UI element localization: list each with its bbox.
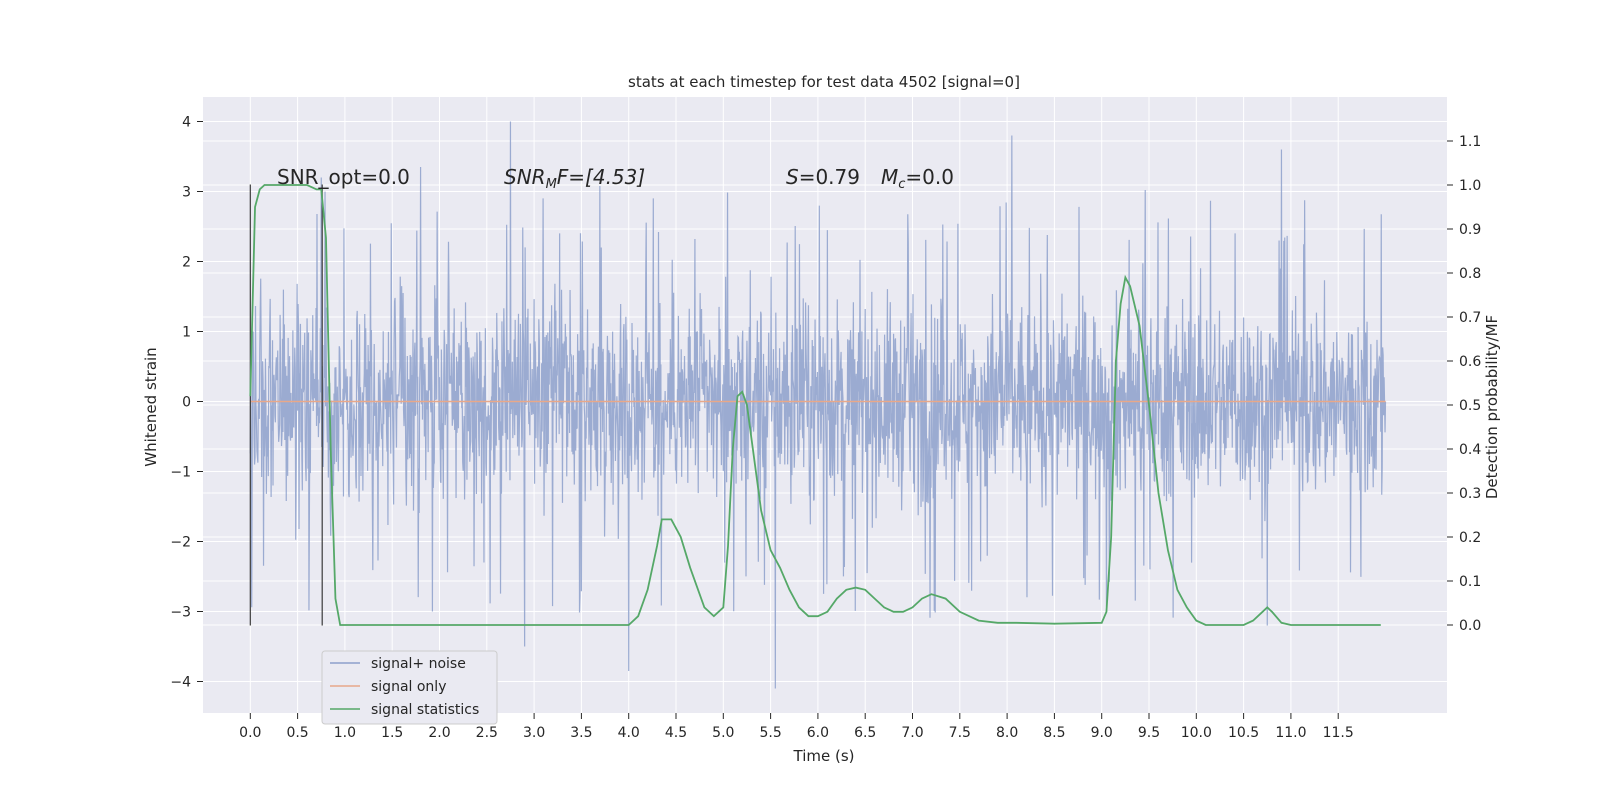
vertical-markers — [249, 184, 323, 626]
y-left-tick-label: −4 — [170, 675, 191, 691]
x-tick-label: 11.0 — [1275, 725, 1306, 741]
x-tick-label: 10.5 — [1228, 725, 1259, 741]
y-left-tick-label: 2 — [182, 255, 191, 271]
signal-statistics-series — [249, 184, 1381, 626]
x-tick-label: 4.0 — [618, 725, 640, 741]
y-left-tick-label: −1 — [170, 465, 191, 481]
y-left-tick-label: −3 — [170, 605, 191, 621]
annotation-snr-opt: SNR_opt=0.0 — [277, 165, 410, 189]
signal-statistics-line — [249, 184, 1381, 626]
mc-label: M — [881, 165, 898, 189]
x-tick-label: 8.0 — [996, 725, 1018, 741]
signal-plus-noise-line — [249, 121, 1387, 689]
y-right-tick-label: 0.2 — [1459, 530, 1481, 546]
legend: signal+ noise signal only signal statist… — [321, 650, 498, 725]
y-axis-right-label: Detection probability/MF — [1483, 315, 1501, 499]
mc-value: =0.0 — [905, 165, 954, 189]
x-tick-label: 8.5 — [1043, 725, 1065, 741]
y-right-tick-label: 0.5 — [1459, 398, 1481, 414]
x-tick-label: 3.5 — [570, 725, 592, 741]
x-tick-label: 5.5 — [759, 725, 781, 741]
y-right-tick-label: 0.6 — [1459, 354, 1481, 370]
x-axis-ticks: 0.0 0.5 1.0 1.5 2.0 2.5 3.0 3.5 4.0 4.5 5.0 5.5 6.0 6… — [239, 713, 1354, 741]
x-tick-label: 2.5 — [476, 725, 498, 741]
y-right-tick-label: 0.4 — [1459, 442, 1481, 458]
mc-sub: c — [898, 177, 905, 192]
x-tick-label: 0.0 — [239, 725, 261, 741]
x-tick-label: 1.0 — [334, 725, 356, 741]
legend-label-signal-only: signal only — [371, 679, 446, 695]
x-tick-label: 7.5 — [949, 725, 971, 741]
y-left-tick-label: 1 — [182, 325, 191, 341]
y-right-tick-label: 0.7 — [1459, 310, 1481, 326]
snr-mf-base: SNR — [504, 165, 546, 189]
y-right-tick-label: 0.3 — [1459, 486, 1481, 502]
x-tick-label: 9.5 — [1138, 725, 1160, 741]
y-left-tick-label: 3 — [182, 185, 191, 201]
legend-box — [321, 650, 498, 725]
x-tick-label: 5.0 — [712, 725, 734, 741]
snr-mf-sub: M — [546, 177, 557, 192]
y-right-tick-label: 0.8 — [1459, 266, 1481, 282]
x-tick-label: 6.0 — [807, 725, 829, 741]
legend-label-signal-statistics: signal statistics — [371, 702, 479, 718]
signal-plus-noise-series — [249, 121, 1387, 689]
chart-title: stats at each timestep for test data 450… — [628, 73, 1020, 91]
x-tick-label: 11.5 — [1323, 725, 1354, 741]
s-label: S — [786, 165, 799, 189]
y-right-tick-label: 0.9 — [1459, 222, 1481, 238]
x-tick-label: 7.0 — [901, 725, 923, 741]
x-tick-label: 10.0 — [1181, 725, 1212, 741]
annotation-snr-mf: SNRMF=[4.53] — [504, 165, 645, 192]
y-axis-left-ticks: 4 3 2 1 0 −1 −2 −3 −4 — [170, 115, 203, 691]
y-right-tick-label: 0.0 — [1459, 618, 1481, 634]
legend-label-signal-plus-noise: signal+ noise — [371, 656, 466, 672]
x-tick-label: 4.5 — [665, 725, 687, 741]
s-value: =0.79 — [799, 165, 860, 189]
y-right-tick-label: 0.1 — [1459, 574, 1481, 590]
x-tick-label: 1.5 — [381, 725, 403, 741]
y-left-tick-label: −2 — [170, 535, 191, 551]
annotation-mc: Mc=0.0 — [881, 165, 954, 192]
x-tick-label: 0.5 — [286, 725, 308, 741]
x-tick-label: 6.5 — [854, 725, 876, 741]
y-axis-left-label: Whitened strain — [142, 347, 160, 466]
y-left-tick-label: 4 — [182, 115, 191, 131]
y-axis-right-ticks: 1.1 1.0 0.9 0.8 0.7 0.6 0.5 0.4 0.3 0.2 0.1 0.0 — [1447, 134, 1481, 634]
y-right-tick-label: 1.0 — [1459, 178, 1481, 194]
x-tick-label: 9.0 — [1091, 725, 1113, 741]
y-left-tick-label: 0 — [182, 395, 191, 411]
y-right-tick-label: 1.1 — [1459, 134, 1481, 150]
x-tick-label: 3.0 — [523, 725, 545, 741]
snr-mf-tail: F=[4.53] — [557, 165, 645, 189]
x-tick-label: 2.0 — [428, 725, 450, 741]
annotation-s: S=0.79 — [786, 165, 860, 189]
x-axis-label: Time (s) — [793, 747, 855, 765]
